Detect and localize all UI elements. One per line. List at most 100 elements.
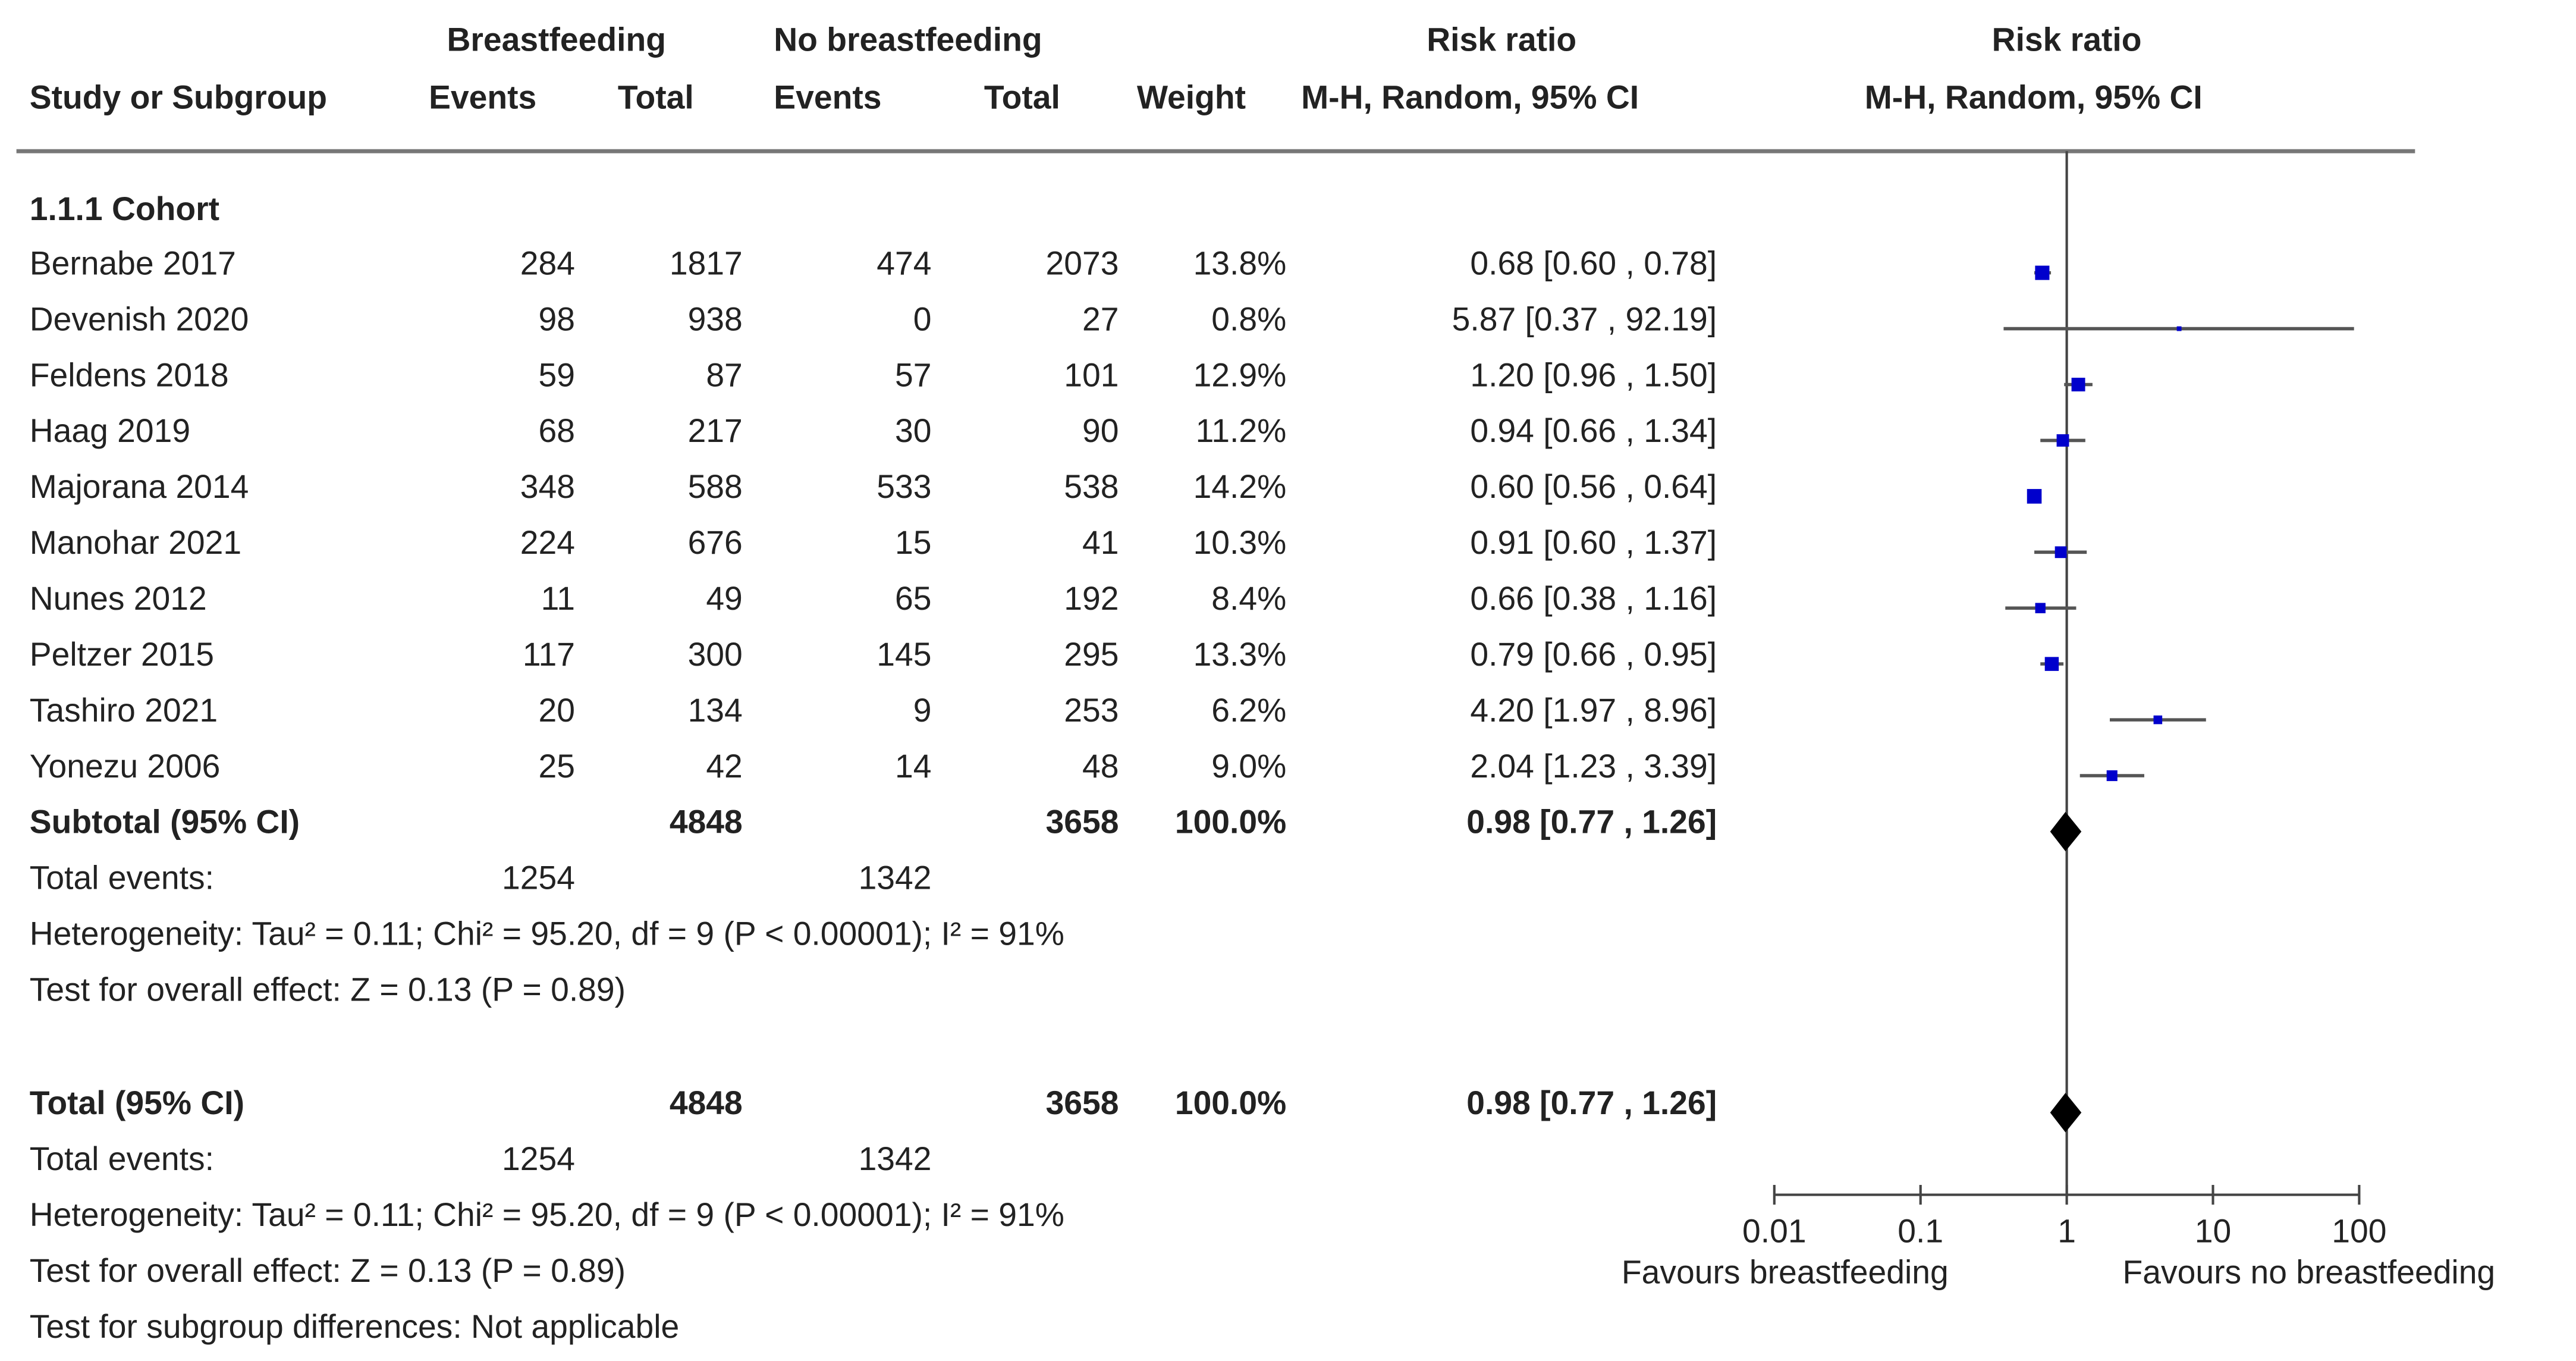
events2: 533 — [877, 470, 932, 506]
risk-ratio-ci: 0.79 [0.66 , 0.95] — [1470, 637, 1717, 674]
events1: 59 — [538, 358, 575, 395]
point-estimate — [2071, 378, 2085, 391]
risk-ratio-ci: 0.68 [0.60 , 0.78] — [1470, 246, 1717, 283]
total1: 134 — [687, 693, 743, 730]
x-tick-label: 10 — [2194, 1214, 2232, 1251]
events2: 145 — [877, 637, 932, 674]
events2: 14 — [895, 749, 932, 786]
study-name: Feldens 2018 — [29, 358, 229, 395]
events1: 348 — [520, 470, 575, 506]
total-events2: 1342 — [858, 1142, 932, 1178]
risk-ratio-ci: 5.87 [0.37 , 92.19] — [1452, 302, 1717, 339]
subgroup-differences: Test for subgroup differences: Not appli… — [29, 1309, 680, 1346]
events2: 30 — [895, 414, 932, 451]
header-weight: Weight — [1136, 80, 1246, 117]
subtotal-heterogeneity: Heterogeneity: Tau² = 0.11; Chi² = 95.20… — [29, 917, 1064, 954]
study-name: Manohar 2021 — [29, 526, 242, 562]
total2: 27 — [1082, 302, 1119, 339]
header-total2: Total — [984, 80, 1060, 117]
point-estimate — [2106, 770, 2118, 782]
weight: 8.4% — [1211, 582, 1287, 618]
favours-right-label: Favours no breastfeeding — [2122, 1255, 2496, 1292]
point-estimate — [2035, 265, 2050, 280]
weight: 11.2% — [1195, 414, 1287, 451]
study-name: Bernabe 2017 — [29, 246, 236, 283]
header-group2: No breastfeeding — [774, 23, 1042, 59]
events2: 0 — [913, 302, 932, 339]
total1: 1817 — [669, 246, 743, 283]
total1: 87 — [706, 358, 743, 395]
subtotal-overall-effect: Test for overall effect: Z = 0.13 (P = 0… — [29, 973, 626, 1009]
total1: 300 — [687, 637, 743, 674]
total1: 217 — [687, 414, 743, 451]
header-total1: Total — [617, 80, 694, 117]
weight: 10.3% — [1193, 526, 1287, 562]
weight: 9.0% — [1211, 749, 1287, 786]
subtotal-events1: 1254 — [502, 861, 575, 898]
events2: 9 — [913, 693, 932, 730]
events1: 117 — [522, 637, 575, 674]
total2: 295 — [1064, 637, 1119, 674]
total2: 2073 — [1045, 246, 1119, 283]
total2: 192 — [1064, 582, 1119, 618]
total2: 253 — [1064, 693, 1119, 730]
events2: 57 — [895, 358, 932, 395]
events1: 11 — [541, 582, 575, 618]
subtotal-events2: 1342 — [858, 861, 932, 898]
total2: 48 — [1082, 749, 1119, 786]
risk-ratio-ci: 0.66 [0.38 , 1.16] — [1470, 582, 1717, 618]
subtotal-ci: 0.98 [0.77 , 1.26] — [1466, 805, 1717, 842]
weight: 0.8% — [1211, 302, 1287, 339]
total-total2: 3658 — [1045, 1086, 1119, 1122]
subtotal-total2: 3658 — [1045, 805, 1119, 842]
risk-ratio-ci: 0.60 [0.56 , 0.64] — [1470, 470, 1717, 506]
header-events2: Events — [774, 80, 882, 117]
total-events1: 1254 — [502, 1142, 575, 1178]
subgroup-title: 1.1.1 Cohort — [29, 192, 220, 229]
total-diamond — [2050, 1093, 2082, 1133]
total-weight: 100.0% — [1174, 1086, 1287, 1122]
study-name: Haag 2019 — [29, 414, 191, 451]
total1: 42 — [706, 749, 743, 786]
events1: 98 — [538, 302, 575, 339]
point-estimate — [2027, 489, 2042, 504]
total1: 49 — [706, 582, 743, 618]
events2: 474 — [877, 246, 932, 283]
study-name: Tashiro 2021 — [29, 693, 218, 730]
x-tick-label: 0.1 — [1898, 1214, 1944, 1251]
header-events1: Events — [429, 80, 537, 117]
total-events-label: Total events: — [29, 1142, 214, 1178]
favours-left-label: Favours breastfeeding — [1621, 1255, 1949, 1292]
total2: 101 — [1064, 358, 1119, 395]
weight: 13.3% — [1193, 637, 1287, 674]
x-tick-label: 1 — [2057, 1214, 2076, 1251]
subtotal-weight: 100.0% — [1174, 805, 1287, 842]
total-total1: 4848 — [669, 1086, 743, 1122]
header-rr: Risk ratio — [1427, 23, 1577, 59]
header-plot-method: M-H, Random, 95% CI — [1864, 80, 2203, 117]
total1: 938 — [687, 302, 743, 339]
subtotal-label: Subtotal (95% CI) — [29, 805, 300, 842]
point-estimate — [2153, 715, 2163, 725]
total-ci: 0.98 [0.77 , 1.26] — [1466, 1086, 1717, 1122]
total2: 90 — [1082, 414, 1119, 451]
study-name: Yonezu 2006 — [29, 749, 221, 786]
events2: 15 — [895, 526, 932, 562]
risk-ratio-ci: 0.94 [0.66 , 1.34] — [1470, 414, 1717, 451]
total1: 676 — [687, 526, 743, 562]
total2: 538 — [1064, 470, 1119, 506]
subtotal-total1: 4848 — [669, 805, 743, 842]
events2: 65 — [895, 582, 932, 618]
header-rr-method: M-H, Random, 95% CI — [1301, 80, 1639, 117]
total-overall-effect: Test for overall effect: Z = 0.13 (P = 0… — [29, 1254, 626, 1290]
header-group1: Breastfeeding — [447, 23, 666, 59]
x-tick-label: 100 — [2332, 1214, 2387, 1251]
weight: 12.9% — [1193, 358, 1287, 395]
point-estimate — [2176, 326, 2182, 331]
risk-ratio-ci: 1.20 [0.96 , 1.50] — [1470, 358, 1717, 395]
events1: 25 — [538, 749, 575, 786]
events1: 224 — [520, 526, 575, 562]
events1: 68 — [538, 414, 575, 451]
